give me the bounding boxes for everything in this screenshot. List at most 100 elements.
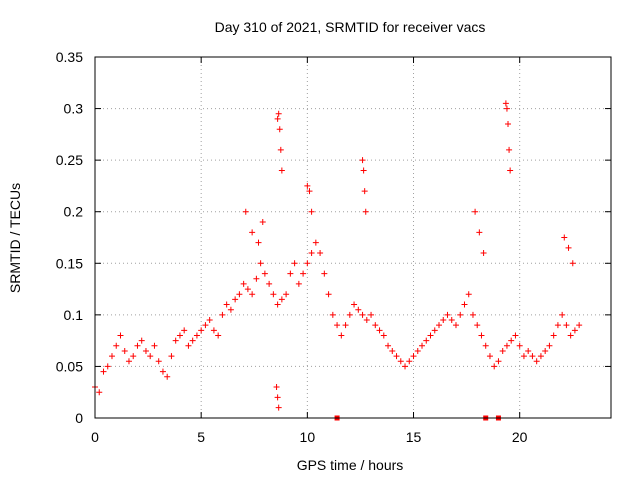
data-point — [554, 322, 561, 329]
data-point — [576, 322, 583, 329]
data-point — [329, 311, 336, 318]
data-point — [499, 347, 506, 354]
data-point — [537, 353, 544, 360]
data-point — [561, 234, 568, 241]
data-point — [359, 157, 366, 164]
y-axis-label: SRMTID / TECUs — [7, 183, 23, 293]
data-point — [502, 100, 509, 107]
data-point — [363, 317, 370, 324]
data-point — [567, 332, 574, 339]
data-point — [274, 115, 281, 122]
data-point — [465, 291, 472, 298]
data-point — [130, 353, 137, 360]
data-point — [100, 368, 107, 375]
data-point — [368, 311, 375, 318]
data-point — [255, 239, 262, 246]
data-point — [334, 322, 341, 329]
data-point — [113, 342, 120, 349]
data-point — [121, 347, 128, 354]
data-point — [308, 249, 315, 256]
data-point — [278, 296, 285, 303]
data-point — [440, 317, 447, 324]
data-point — [516, 342, 523, 349]
data-point — [147, 353, 154, 360]
data-point — [461, 301, 468, 308]
data-point — [503, 342, 510, 349]
data-point — [480, 249, 487, 256]
data-point — [372, 322, 379, 329]
data-point — [308, 208, 315, 215]
data-point — [259, 219, 266, 226]
data-point — [406, 358, 413, 365]
data-point — [423, 337, 430, 344]
x-tick-label: 5 — [197, 429, 205, 445]
y-tick-label: 0.25 — [56, 152, 83, 168]
y-tick-label: 0.3 — [64, 101, 84, 117]
data-point — [266, 280, 273, 287]
data-point — [134, 342, 141, 349]
data-point — [414, 347, 421, 354]
data-point — [546, 342, 553, 349]
data-point — [283, 291, 290, 298]
data-point — [227, 306, 234, 313]
data-point — [168, 353, 175, 360]
data-point — [474, 322, 481, 329]
data-point — [503, 105, 510, 112]
data-point — [210, 327, 217, 334]
data-point — [287, 270, 294, 277]
data-point — [472, 208, 479, 215]
data-point — [533, 358, 540, 365]
data-point — [321, 270, 328, 277]
data-point — [273, 384, 280, 391]
data-point — [376, 327, 383, 334]
chart-title: Day 310 of 2021, SRMTID for receiver vac… — [215, 19, 486, 35]
data-point — [393, 353, 400, 360]
y-tick-label: 0.35 — [56, 49, 83, 65]
data-point — [176, 332, 183, 339]
data-point — [172, 337, 179, 344]
data-point — [276, 126, 283, 133]
data-point — [569, 260, 576, 267]
data-point — [563, 322, 570, 329]
data-point — [300, 270, 307, 277]
y-tick-label: 0.2 — [64, 204, 84, 220]
data-point — [478, 332, 485, 339]
data-point — [261, 270, 268, 277]
data-point — [164, 373, 171, 380]
data-point — [427, 332, 434, 339]
x-axis-label: GPS time / hours — [297, 457, 404, 473]
data-point — [410, 353, 417, 360]
data-point — [244, 286, 251, 293]
data-point — [206, 317, 213, 324]
y-tick-label: 0.1 — [64, 307, 84, 323]
data-point — [274, 301, 281, 308]
data-point — [550, 332, 557, 339]
data-point — [219, 311, 226, 318]
data-point — [312, 239, 319, 246]
data-point — [275, 404, 282, 411]
data-point — [240, 280, 247, 287]
y-tick-label: 0 — [75, 410, 83, 426]
data-point — [304, 182, 311, 189]
data-point — [505, 121, 512, 128]
data-point — [431, 327, 438, 334]
data-point — [138, 337, 145, 344]
data-point — [486, 353, 493, 360]
data-point — [482, 342, 489, 349]
data-point — [338, 332, 345, 339]
data-point — [361, 188, 368, 195]
data-point — [274, 394, 281, 401]
data-point — [236, 291, 243, 298]
plot-frame — [94, 56, 612, 419]
data-point — [525, 347, 532, 354]
data-point — [397, 358, 404, 365]
data-point — [542, 347, 549, 354]
data-point — [108, 353, 115, 360]
data-point — [565, 244, 572, 251]
x-tick-label: 10 — [300, 429, 316, 445]
data-point — [571, 327, 578, 334]
data-point — [277, 146, 284, 153]
data-point — [325, 291, 332, 298]
